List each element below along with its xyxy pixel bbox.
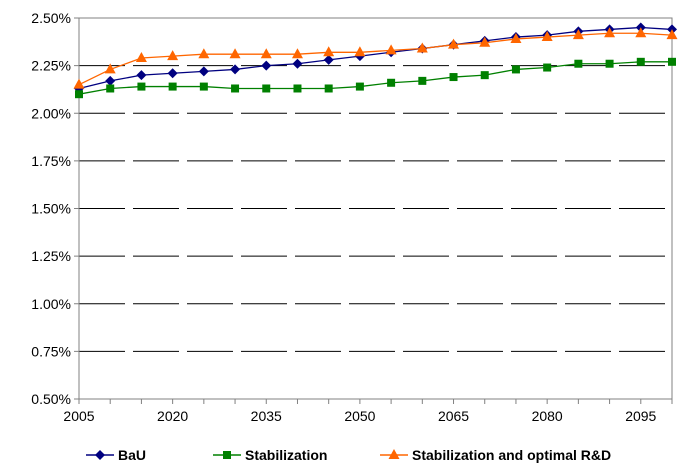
- data-point: [574, 59, 583, 68]
- grid-lines: [79, 17, 672, 352]
- data-point: [261, 60, 272, 71]
- data-point: [449, 73, 458, 82]
- data-point: [136, 70, 147, 81]
- legend-entry: Stabilization: [213, 447, 327, 463]
- data-point: [668, 57, 676, 66]
- legend-label: Stabilization: [245, 447, 327, 463]
- y-tick-label: 0.50%: [31, 391, 71, 407]
- data-point: [479, 36, 491, 47]
- y-tick-label: 1.50%: [31, 201, 71, 217]
- x-axis: 2005 2020 2035 2050 2065 2080 2095: [63, 399, 673, 424]
- data-point: [387, 78, 396, 87]
- series-diamond: [74, 22, 677, 94]
- data-point: [167, 50, 179, 61]
- data-point: [510, 32, 522, 43]
- y-tick-label: 2.25%: [31, 58, 71, 74]
- legend-label: Stabilization and optimal R&D: [412, 447, 611, 463]
- series-square: [75, 57, 676, 99]
- data-point: [262, 84, 271, 93]
- x-tick-label: 2065: [438, 408, 469, 424]
- data-point: [605, 59, 614, 68]
- x-tick-label: 2080: [532, 408, 563, 424]
- series-triangle: [73, 27, 678, 89]
- data-point: [572, 29, 584, 40]
- x-tick-label: 2095: [625, 408, 656, 424]
- data-point: [198, 48, 210, 59]
- data-point: [448, 38, 460, 49]
- data-point: [106, 84, 115, 93]
- data-point: [168, 82, 177, 91]
- data-point: [198, 66, 209, 77]
- data-point: [75, 90, 83, 99]
- y-tick-label: 1.25%: [31, 248, 71, 264]
- y-tick-label: 1.00%: [31, 296, 71, 312]
- data-point: [604, 27, 616, 38]
- data-point: [416, 42, 428, 53]
- data-point: [291, 48, 303, 59]
- data-point: [230, 64, 241, 75]
- series-line: [78, 61, 672, 95]
- data-point: [260, 48, 272, 59]
- data-point: [636, 57, 645, 66]
- x-tick-label: 2005: [63, 408, 94, 424]
- y-tick-label: 2.00%: [31, 105, 71, 121]
- data-point: [137, 82, 146, 91]
- legend-marker: [388, 449, 400, 459]
- series-line: [78, 26, 673, 90]
- data-point: [231, 84, 240, 93]
- data-point: [199, 82, 208, 91]
- y-tick-label: 0.75%: [31, 343, 71, 359]
- legend-entry: Stabilization and optimal R&D: [380, 447, 611, 463]
- data-point: [666, 29, 678, 40]
- legend-label: BaU: [118, 447, 146, 463]
- data-point: [385, 44, 397, 55]
- data-point: [324, 84, 333, 93]
- x-tick-label: 2020: [157, 408, 188, 424]
- y-axis: 0.50% 0.75% 1.00% 1.25% 1.50% 1.75% 2.00% 2.25%…: [31, 10, 79, 407]
- data-point: [323, 46, 335, 57]
- data-point: [292, 58, 303, 69]
- data-point: [105, 75, 116, 86]
- data-point: [167, 68, 178, 79]
- data-point: [229, 48, 241, 59]
- data-point: [293, 84, 302, 93]
- legend-entry: BaU: [86, 447, 146, 463]
- data-point: [541, 31, 553, 42]
- y-tick-label: 1.75%: [31, 153, 71, 169]
- x-tick-label: 2035: [251, 408, 282, 424]
- series-line: [78, 32, 673, 86]
- data-point: [418, 76, 427, 85]
- data-point: [323, 54, 334, 65]
- x-tick-label: 2050: [344, 408, 375, 424]
- data-point: [635, 27, 647, 38]
- series-layer: [73, 22, 678, 99]
- data-point: [354, 46, 366, 57]
- data-point: [104, 63, 116, 74]
- legend-marker: [95, 450, 105, 460]
- legend-marker: [223, 451, 231, 459]
- data-point: [73, 78, 85, 89]
- data-point: [355, 82, 364, 91]
- legend: BaU Stabilization Stabilization and optima…: [86, 447, 611, 463]
- data-point: [135, 52, 147, 63]
- y-tick-label: 2.50%: [31, 10, 71, 26]
- data-point: [543, 63, 552, 72]
- data-point: [480, 71, 489, 80]
- data-point: [511, 65, 520, 74]
